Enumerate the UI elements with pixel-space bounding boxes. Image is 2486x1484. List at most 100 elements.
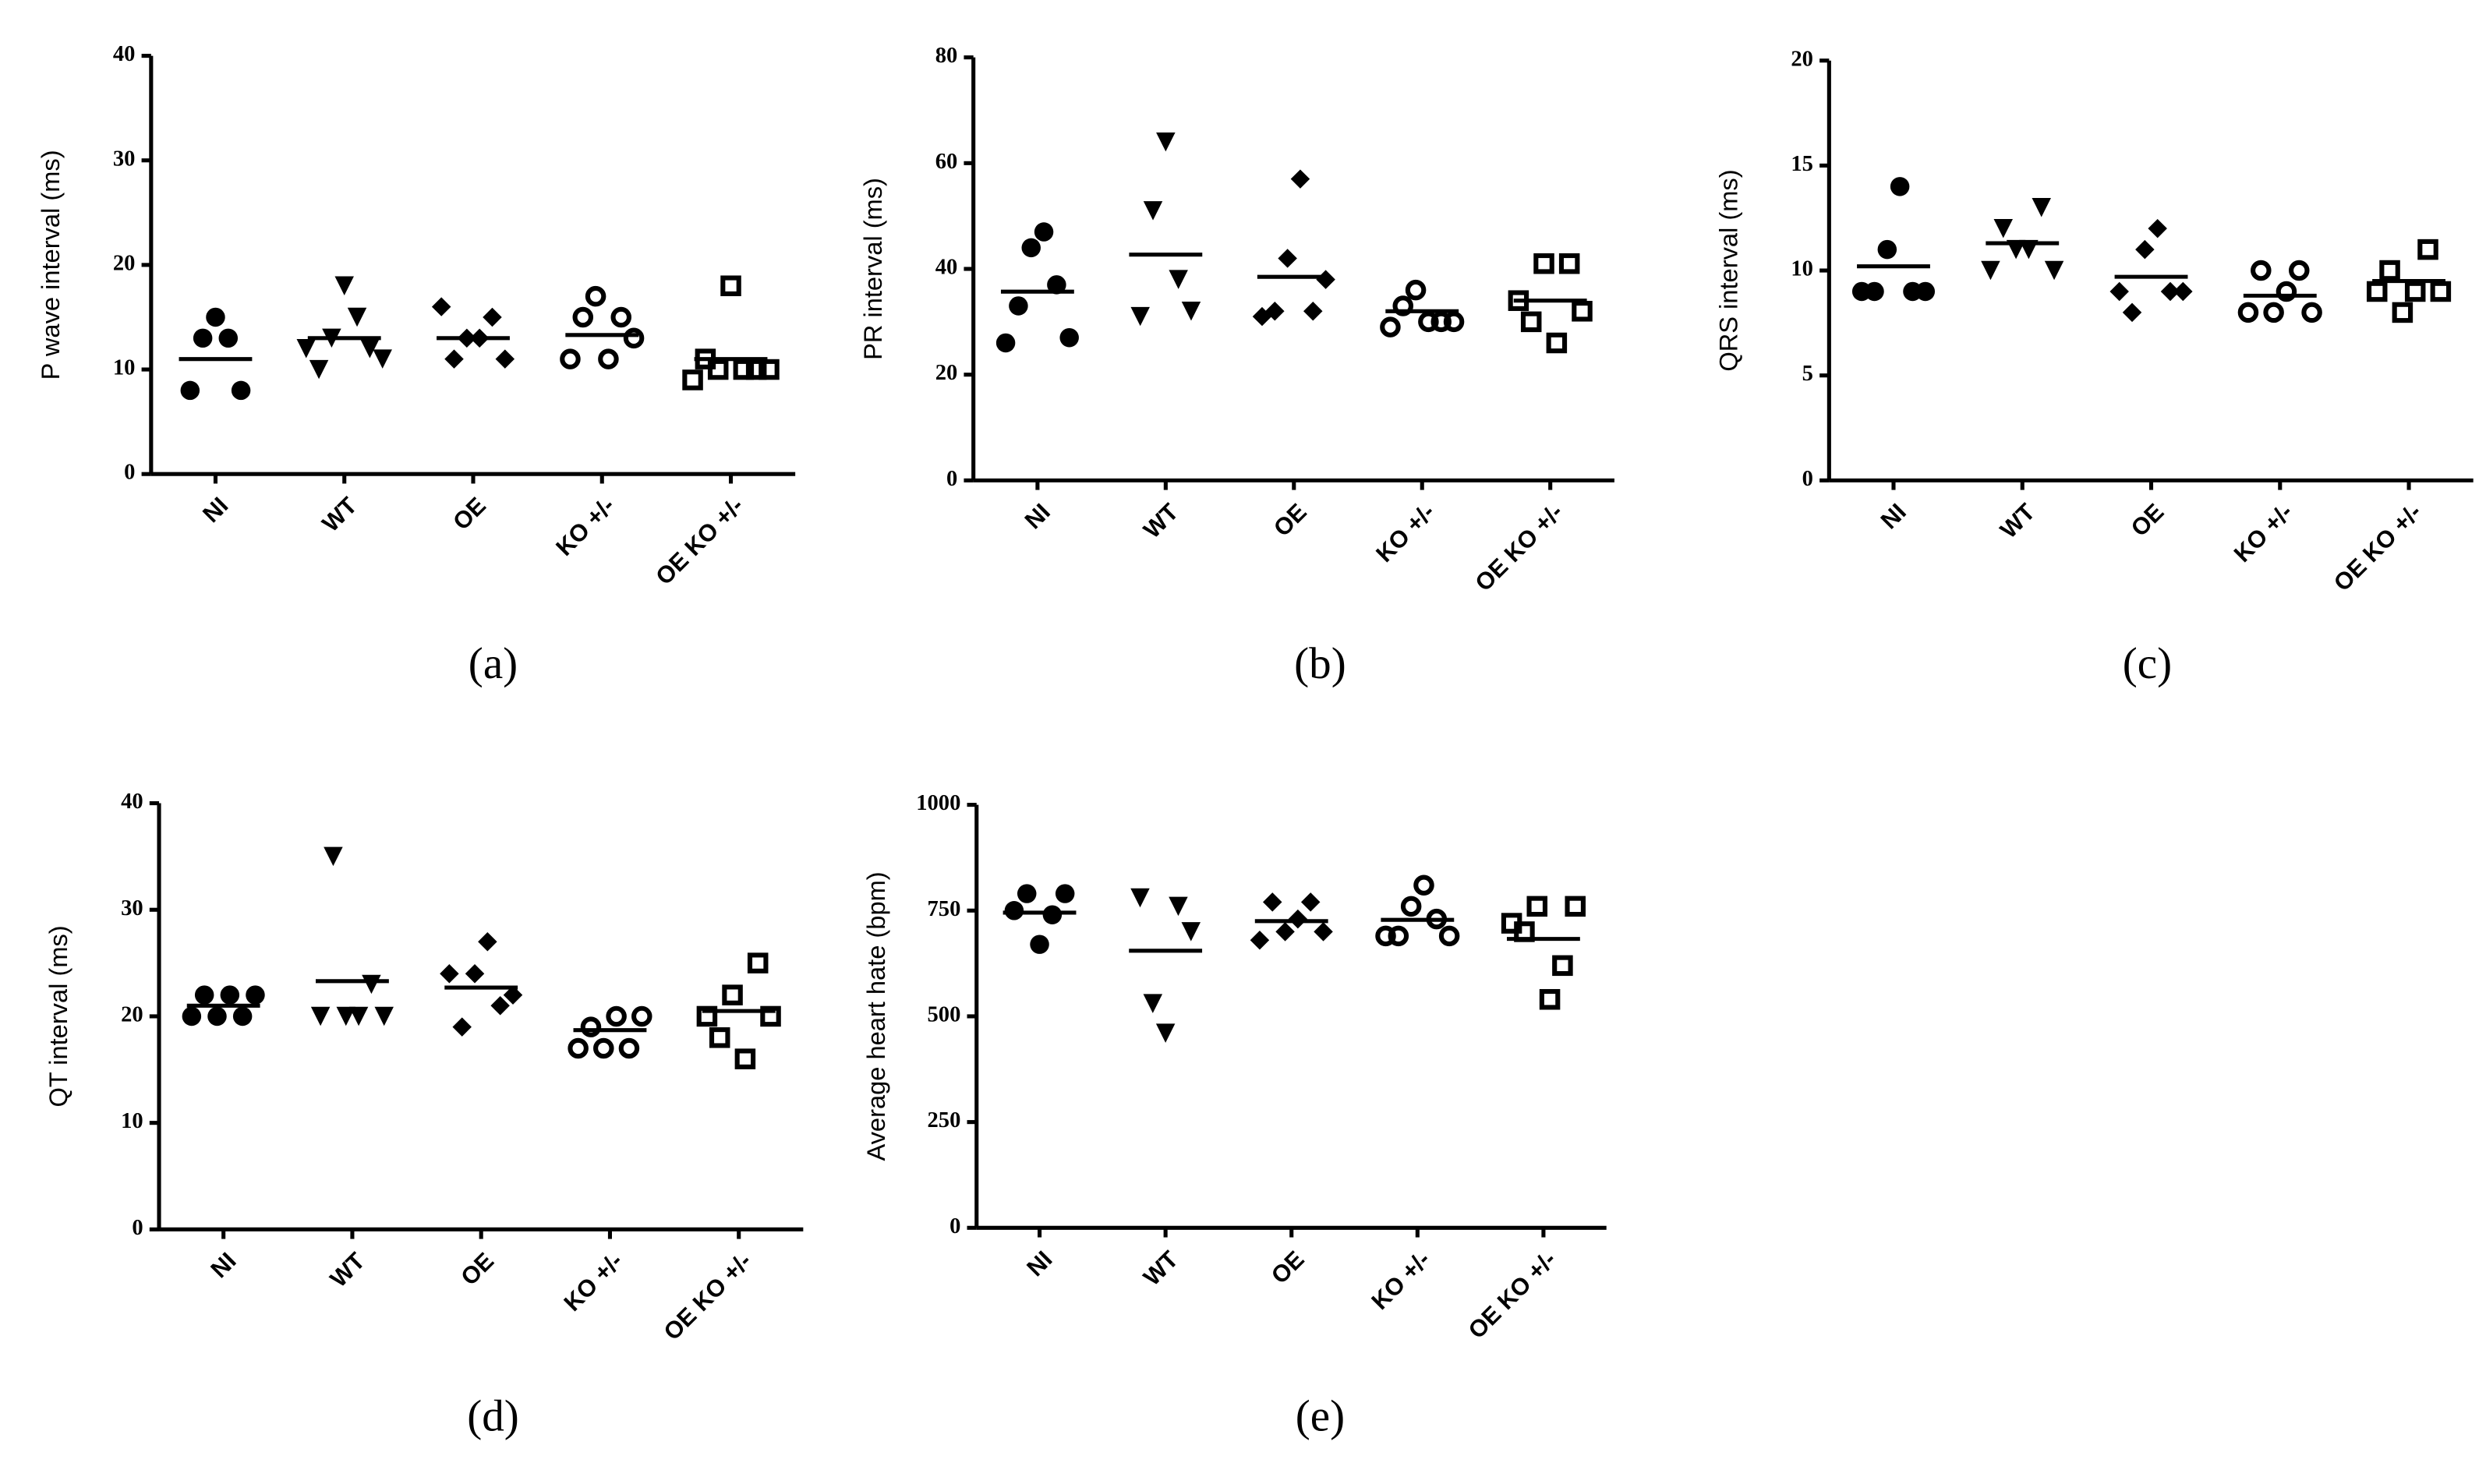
x-tick-label: OE KO +/- bbox=[659, 1248, 757, 1346]
point bbox=[707, 359, 729, 380]
point bbox=[2404, 281, 2426, 302]
point bbox=[431, 297, 451, 316]
y-axis-label: P wave interval (ms) bbox=[36, 150, 65, 380]
x-tick-label: OE bbox=[448, 493, 491, 535]
x-tick-label: NI bbox=[1020, 499, 1056, 535]
point bbox=[1877, 239, 1897, 260]
x-tick-label: WT bbox=[1138, 1246, 1183, 1291]
point bbox=[1143, 201, 1163, 221]
point bbox=[348, 1006, 369, 1026]
x-tick-label: KO +/- bbox=[1367, 1246, 1435, 1315]
point bbox=[490, 996, 510, 1016]
point bbox=[2263, 302, 2284, 323]
point bbox=[1181, 302, 1201, 321]
point bbox=[362, 974, 381, 995]
point bbox=[1278, 249, 1297, 268]
point bbox=[1993, 218, 2014, 238]
point bbox=[2392, 302, 2414, 323]
point bbox=[334, 276, 354, 295]
x-tick-label: KO +/- bbox=[559, 1248, 628, 1316]
point bbox=[568, 1037, 589, 1059]
y-axis-label: PR interval (ms) bbox=[858, 178, 887, 360]
point bbox=[1009, 296, 1028, 316]
point bbox=[1055, 884, 1075, 903]
point bbox=[1155, 1023, 1176, 1043]
x-tick-label: WT bbox=[1139, 499, 1184, 544]
point bbox=[1413, 874, 1434, 896]
x-tick-label: KO +/- bbox=[2229, 499, 2297, 567]
point bbox=[220, 985, 240, 1005]
y-tick-label: 15 bbox=[1791, 152, 1813, 176]
y-tick-label: 0 bbox=[949, 1214, 960, 1238]
point bbox=[465, 964, 485, 984]
x-tick-label: KO +/- bbox=[551, 493, 620, 561]
y-tick-label: 40 bbox=[935, 256, 958, 280]
point bbox=[1572, 301, 1593, 322]
point bbox=[709, 1027, 730, 1048]
point bbox=[2251, 260, 2272, 281]
point bbox=[2122, 302, 2142, 323]
y-tick-label: 1000 bbox=[916, 791, 960, 815]
point bbox=[760, 1005, 781, 1027]
y-tick-label: 20 bbox=[935, 361, 958, 385]
point bbox=[1546, 332, 1568, 354]
x-tick-label: OE bbox=[1268, 499, 1311, 542]
point bbox=[1300, 892, 1321, 912]
point bbox=[696, 1005, 718, 1027]
x-tick-label: NI bbox=[206, 1248, 242, 1284]
point bbox=[1130, 306, 1150, 327]
point bbox=[734, 1048, 756, 1069]
point bbox=[1303, 302, 1323, 321]
y-axis-label: QT interval (ms) bbox=[44, 925, 72, 1107]
point bbox=[618, 1037, 640, 1059]
point bbox=[1130, 888, 1150, 908]
point bbox=[1392, 295, 1414, 316]
caption: (e) bbox=[1296, 1391, 1345, 1440]
point bbox=[1034, 222, 1054, 242]
point bbox=[1314, 922, 1333, 942]
point bbox=[1520, 311, 1542, 333]
point bbox=[1042, 905, 1063, 924]
x-tick-label: OE bbox=[456, 1248, 499, 1291]
point bbox=[2289, 260, 2310, 281]
point bbox=[1388, 925, 1409, 947]
x-tick-label: OE KO +/- bbox=[1470, 499, 1568, 597]
point bbox=[309, 359, 329, 380]
x-tick-label: NI bbox=[198, 493, 234, 528]
y-tick-label: 60 bbox=[935, 150, 958, 174]
point bbox=[1380, 316, 1401, 337]
y-tick-label: 5 bbox=[1802, 362, 1813, 386]
point bbox=[193, 328, 213, 348]
point bbox=[373, 349, 392, 369]
point bbox=[444, 349, 464, 369]
point bbox=[1021, 238, 1041, 258]
x-tick-label: OE KO +/- bbox=[651, 493, 749, 591]
y-tick-label: 30 bbox=[113, 147, 136, 171]
y-tick-label: 500 bbox=[928, 1002, 961, 1026]
point bbox=[2379, 260, 2400, 281]
x-tick-label: NI bbox=[1022, 1246, 1058, 1282]
point bbox=[1265, 302, 1285, 321]
caption: (d) bbox=[467, 1391, 519, 1440]
point bbox=[606, 1005, 627, 1027]
point bbox=[2044, 260, 2064, 281]
y-axis-label: QRS interval (ms) bbox=[1713, 169, 1742, 371]
point bbox=[483, 307, 502, 327]
caption: (a) bbox=[469, 639, 518, 688]
point bbox=[1890, 177, 1910, 196]
point bbox=[631, 1005, 652, 1027]
point bbox=[440, 964, 459, 984]
point bbox=[1017, 884, 1037, 903]
point bbox=[1169, 896, 1188, 917]
point bbox=[1526, 896, 1548, 917]
point bbox=[2148, 218, 2167, 238]
point bbox=[180, 380, 200, 401]
point bbox=[610, 306, 632, 328]
point bbox=[360, 338, 380, 359]
point bbox=[1250, 931, 1270, 950]
point bbox=[336, 1006, 356, 1026]
y-tick-label: 750 bbox=[928, 897, 961, 921]
y-tick-label: 10 bbox=[113, 356, 136, 380]
point bbox=[745, 359, 767, 380]
point bbox=[231, 380, 251, 401]
